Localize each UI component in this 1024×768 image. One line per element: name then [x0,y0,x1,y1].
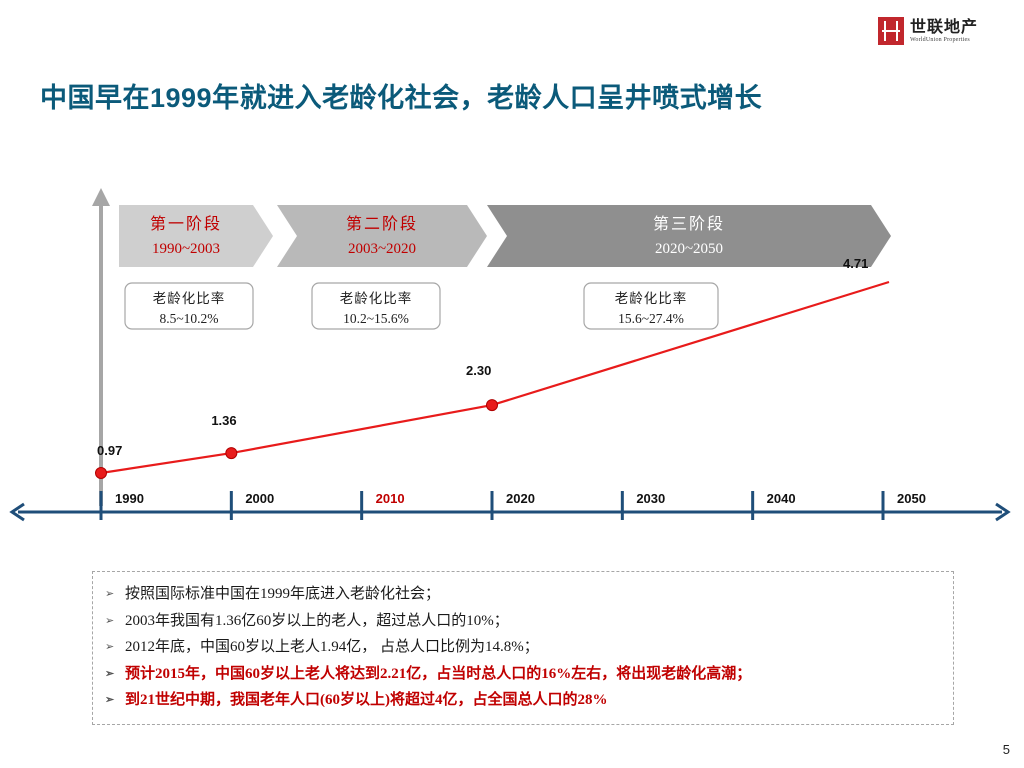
x-tick-label: 2020 [506,491,535,506]
page-number: 5 [1002,742,1010,757]
stage-range: 2003~2020 [348,241,416,257]
axis-layer: 1990 2000 2010 2020 2030 2040 2050 [9,188,1011,522]
note-item: ➢ 到21世纪中期，我国老年人口(60岁以上)将超过4亿，占全国总人口的28% [105,687,953,714]
data-label: 2.30 [466,363,491,378]
data-point [486,399,498,412]
logo-mark-icon [878,17,904,45]
x-tick-label: 2050 [897,491,926,506]
x-tick-label: 1990 [115,491,144,506]
notes-list: ➢ 按照国际标准中国在1999年底进入老龄化社会； ➢ 2003年我国有1.36亿60… [105,581,953,714]
ratio-value: 8.5~10.2% [159,311,218,326]
series-line [100,280,890,475]
note-item: ➢ 按照国际标准中国在1999年底进入老龄化社会； [105,581,953,608]
note-text: 预计2015年，中国60岁以上老人将达到2.21亿，占当时总人口的16%左右，将… [125,665,752,682]
notes-box: ➢ 按照国际标准中国在1999年底进入老龄化社会； ➢ 2003年我国有1.36亿60… [92,571,954,725]
data-label: 1.36 [211,413,236,428]
data-label: 4.71 [843,256,868,271]
x-tick-label: 2000 [245,491,274,506]
stage-range: 2020~2050 [655,241,723,257]
ratio-box [583,282,719,330]
ratio-box [124,282,254,330]
ratio-label: 老龄化比率 [615,290,688,307]
note-item: ➢ 2012年底，中国60岁以上老人1.94亿， 占总人口比例为14.8%； [105,634,953,661]
x-axis-right-arrow-icon [995,502,1011,522]
note-text: 2012年底，中国60岁以上老人1.94亿， 占总人口比例为14.8%； [125,639,539,655]
stage-name: 第一阶段 [150,214,222,233]
stage-name: 第二阶段 [346,214,418,233]
logo-text: 世联地产 WorldUnion Properties [910,18,978,44]
ratio-value: 10.2~15.6% [343,311,409,326]
note-text: 按照国际标准中国在1999年底进入老龄化社会； [125,586,441,602]
ratio-box [311,282,441,330]
bullet-arrow-icon: ➢ [105,641,115,653]
population-chart: 第一阶段 1990~2003 老龄化比率 8.5~10.2% 第二阶段 2003~2020… [9,188,1011,522]
series-layer: 0.97 1.36 2.30 4.71 [95,256,890,479]
note-text: 到21世纪中期，我国老年人口(60岁以上)将超过4亿，占全国总人口的28% [125,692,608,708]
note-item: ➢ 2003年我国有1.36亿60岁以上的老人，超过总人口的10%； [105,608,953,635]
company-logo: 世联地产 WorldUnion Properties [878,14,978,48]
stage-arrow-2 [277,205,487,267]
stage-layer: 第一阶段 1990~2003 老龄化比率 8.5~10.2% 第二阶段 2003~2020… [119,205,891,330]
bullet-arrow-icon: ➢ [105,588,115,600]
ratio-label: 老龄化比率 [340,290,413,307]
x-tick-label: 2040 [767,491,796,506]
bullet-arrow-icon: ➢ [105,614,115,627]
x-axis-left-arrow-icon [9,502,25,522]
ratio-value: 15.6~27.4% [618,311,684,326]
note-text: 2003年我国有1.36亿60岁以上的老人，超过总人口的10%； [125,612,509,629]
x-tick-label: 2010 [376,491,405,506]
page-title: 中国早在1999年就进入老龄化社会，老龄人口呈井喷式增长 [40,83,763,113]
stage-arrow-3 [487,205,891,267]
stage-arrow-1 [119,205,273,267]
stage-name: 第三阶段 [653,214,725,233]
bullet-arrow-icon: ➢ [105,694,115,706]
data-point [225,447,238,460]
y-axis-arrow-icon [92,188,110,206]
data-point [95,467,107,479]
data-label: 0.97 [97,443,122,458]
bullet-arrow-icon: ➢ [105,667,115,680]
logo-cn: 世联地产 [910,17,979,36]
ratio-label: 老龄化比率 [153,290,226,307]
logo-en: WorldUnion Properties [910,37,970,43]
stage-range: 1990~2003 [152,241,220,257]
x-tick-label: 2030 [636,491,665,506]
note-item: ➢ 预计2015年，中国60岁以上老人将达到2.21亿，占当时总人口的16%左右，… [105,661,953,688]
